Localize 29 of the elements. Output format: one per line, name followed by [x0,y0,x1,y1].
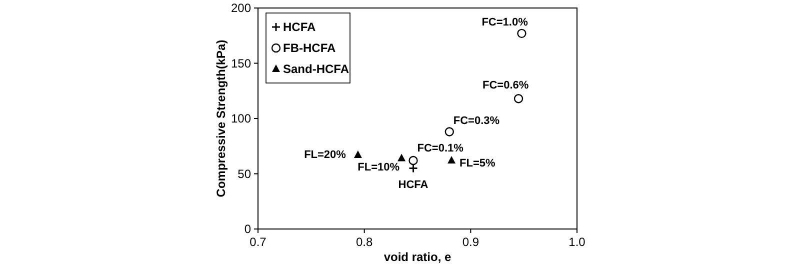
annotation: HCFA [398,179,428,192]
x-tick-label: 1.0 [568,235,586,249]
point [408,156,418,166]
annotation: FL=5% [460,157,496,170]
y-axis-title: Compressive Strength(kPa) [214,40,228,198]
x-axis-title: void ratio, e [384,250,452,264]
annotation: FC=0.6% [482,80,529,92]
point [398,154,406,162]
y-tick-label: 150 [230,56,252,70]
point [448,156,456,164]
y-tick-label: 200 [230,1,252,15]
x-tick-label: 0.8 [356,235,373,249]
point [514,94,524,104]
annotation: FC=0.3% [453,114,500,127]
annotation: FC=0.1% [417,142,464,154]
legend-label: Sand-HCFA [283,62,350,76]
x-tick-label: 0.9 [462,235,480,249]
y-tick-label: 50 [238,166,252,181]
y-tick-label: 100 [230,112,252,126]
annotation: FC=1.0% [482,16,528,28]
point [444,127,454,136]
annotation: FL=20% [304,148,346,161]
annotation: FL=10% [358,161,400,174]
x-tick-label: 0.7 [250,235,267,249]
legend-label: HCFA [283,20,316,34]
point [354,150,362,158]
legend-label: FB-HCFA [283,41,336,55]
y-tick-label: 0 [244,222,252,236]
point [517,28,526,38]
